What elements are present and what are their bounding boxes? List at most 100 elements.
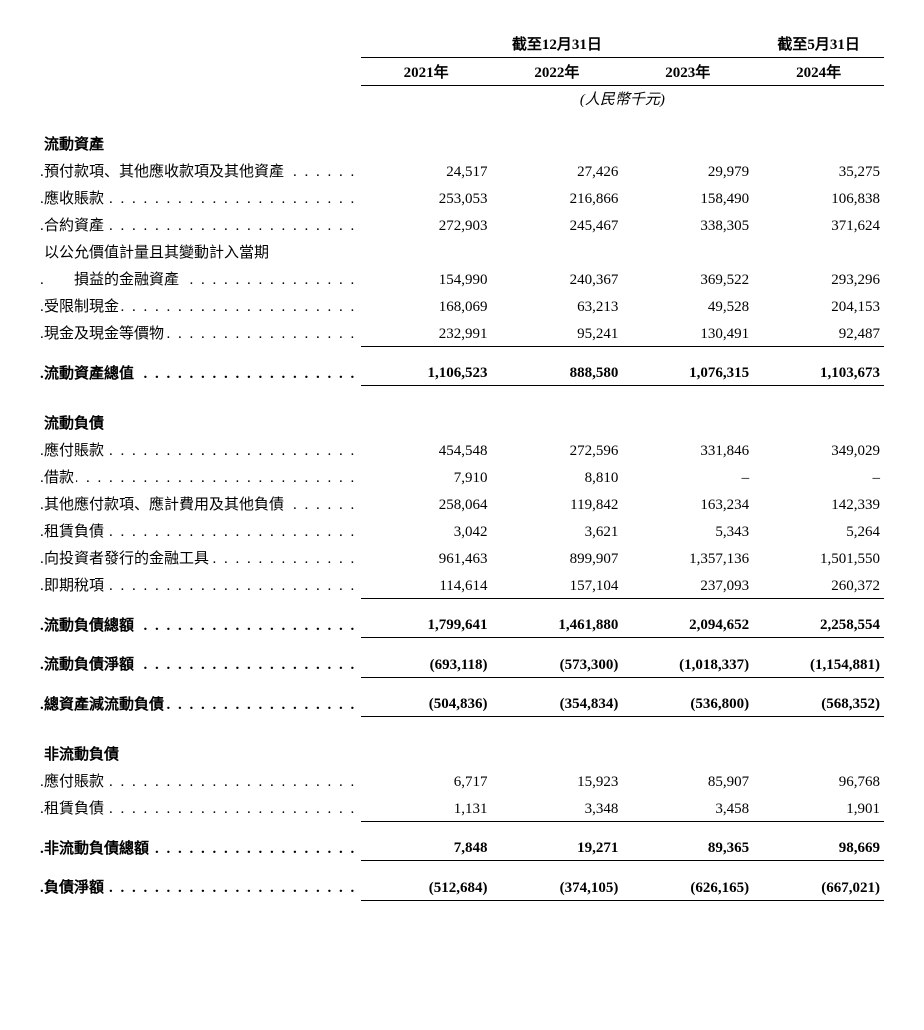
row-label: 即期稅項 [40,571,361,598]
section-title: 流動資產 [40,119,361,157]
row-label: 流動負債總額 [40,611,361,638]
value-cell: 15,923 [492,767,623,794]
value-cell: 1,799,641 [361,611,492,638]
header-year-row: 2021年 2022年 2023年 2024年 [40,58,884,86]
value-cell: 7,910 [361,463,492,490]
value-cell: 888,580 [492,359,623,386]
total-row: 非流動負債總額7,84819,27189,36598,669 [40,834,884,861]
table-row: 向投資者發行的金融工具961,463899,9071,357,1361,501,… [40,544,884,571]
value-cell: 258,064 [361,490,492,517]
value-cell: 3,621 [492,517,623,544]
row-label: 應收賬款 [40,184,361,211]
value-cell: (536,800) [622,690,753,717]
value-cell: 349,029 [753,436,884,463]
table-row: 借款7,9108,810–– [40,463,884,490]
value-cell: 6,717 [361,767,492,794]
row-label: 租賃負債 [40,517,361,544]
table-row: 合約資產272,903245,467338,305371,624 [40,211,884,238]
row-label: 流動負債淨額 [40,650,361,677]
table-row: 租賃負債3,0423,6215,3435,264 [40,517,884,544]
period1-title: 截至12月31日 [361,30,753,58]
value-cell: 95,241 [492,319,623,346]
value-cell: 1,501,550 [753,544,884,571]
row-label: 預付款項、其他應收款項及其他資產 [40,157,361,184]
value-cell: 85,907 [622,767,753,794]
value-cell: 142,339 [753,490,884,517]
value-cell: 89,365 [622,834,753,861]
table-row: 應收賬款253,053216,866158,490106,838 [40,184,884,211]
value-cell: 96,768 [753,767,884,794]
value-cell: 35,275 [753,157,884,184]
value-cell: 63,213 [492,292,623,319]
financial-table: 截至12月31日 截至5月31日 2021年 2022年 2023年 2024年… [40,30,884,913]
table-row: 損益的金融資產154,990240,367369,522293,296 [40,265,884,292]
value-cell: 49,528 [622,292,753,319]
value-cell: 272,903 [361,211,492,238]
value-cell: 1,106,523 [361,359,492,386]
total-row: 流動資產總值1,106,523888,5801,076,3151,103,673 [40,359,884,386]
year-col-2: 2023年 [622,58,753,86]
row-label: 現金及現金等價物 [40,319,361,346]
year-col-1: 2022年 [492,58,623,86]
value-cell: 369,522 [622,265,753,292]
value-cell: 331,846 [622,436,753,463]
total-row: 流動負債總額1,799,6411,461,8802,094,6522,258,5… [40,611,884,638]
row-label: 應付賬款 [40,767,361,794]
value-cell: 7,848 [361,834,492,861]
value-cell: 260,372 [753,571,884,598]
row-label: 租賃負債 [40,794,361,821]
table-row: 應付賬款454,548272,596331,846349,029 [40,436,884,463]
value-cell: (568,352) [753,690,884,717]
value-cell: 232,991 [361,319,492,346]
table-row: 其他應付款項、應計費用及其他負債258,064119,842163,234142… [40,490,884,517]
table-row: 應付賬款6,71715,92385,90796,768 [40,767,884,794]
table-row: 預付款項、其他應收款項及其他資產24,51727,42629,97935,275 [40,157,884,184]
value-cell: (573,300) [492,650,623,677]
value-cell: 245,467 [492,211,623,238]
row-label: 流動資產總值 [40,359,361,386]
value-cell: (374,105) [492,873,623,900]
value-cell: 3,348 [492,794,623,821]
value-cell: 338,305 [622,211,753,238]
row-label: 向投資者發行的金融工具 [40,544,361,571]
value-cell: 168,069 [361,292,492,319]
row-label: 負債淨額 [40,873,361,900]
value-cell: 158,490 [622,184,753,211]
value-cell: 106,838 [753,184,884,211]
unit-label: (人民幣千元) [361,86,884,120]
value-cell: 1,076,315 [622,359,753,386]
value-cell: (354,834) [492,690,623,717]
value-cell: 961,463 [361,544,492,571]
table-row: 現金及現金等價物232,99195,241130,49192,487 [40,319,884,346]
value-cell: (1,154,881) [753,650,884,677]
section-title: 流動負債 [40,398,361,436]
value-cell: 157,104 [492,571,623,598]
row-label: 非流動負債總額 [40,834,361,861]
value-cell: 2,258,554 [753,611,884,638]
table-row: 以公允價值計量且其變動計入當期 [40,238,884,265]
value-cell: – [753,463,884,490]
header-period-row: 截至12月31日 截至5月31日 [40,30,884,58]
value-cell: 1,461,880 [492,611,623,638]
section-title: 非流動負債 [40,729,361,767]
row-label: 受限制現金 [40,292,361,319]
value-cell: 3,458 [622,794,753,821]
value-cell: 3,042 [361,517,492,544]
value-cell: 8,810 [492,463,623,490]
value-cell: (512,684) [361,873,492,900]
value-cell: 130,491 [622,319,753,346]
value-cell: 293,296 [753,265,884,292]
value-cell: 899,907 [492,544,623,571]
row-label: 其他應付款項、應計費用及其他負債 [40,490,361,517]
value-cell: 1,901 [753,794,884,821]
value-cell: 1,103,673 [753,359,884,386]
value-cell: 98,669 [753,834,884,861]
value-cell: 240,367 [492,265,623,292]
total-row: 流動負債淨額(693,118)(573,300)(1,018,337)(1,15… [40,650,884,677]
row-label: 總資產減流動負債 [40,690,361,717]
table-row: 受限制現金168,06963,21349,528204,153 [40,292,884,319]
value-cell: (1,018,337) [622,650,753,677]
value-cell: (667,021) [753,873,884,900]
row-label: 損益的金融資產 [40,265,361,292]
value-cell: 5,343 [622,517,753,544]
